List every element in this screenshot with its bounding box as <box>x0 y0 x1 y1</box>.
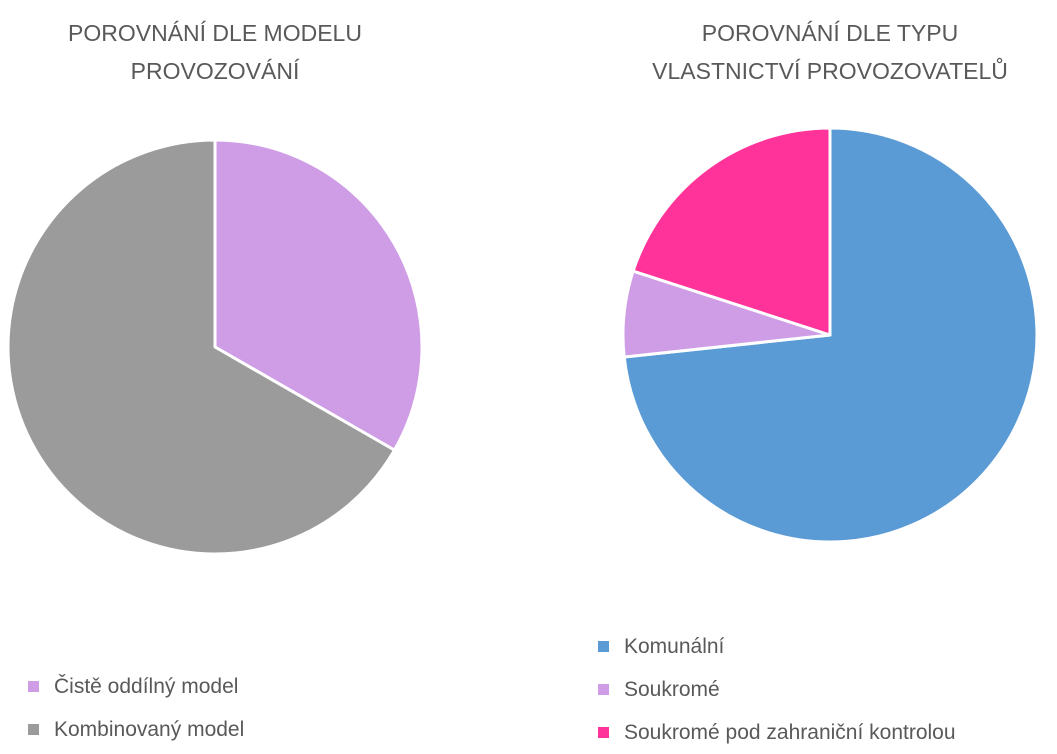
pie-slice <box>631 126 832 337</box>
legend-label: Soukromé pod zahraniční kontrolou <box>624 720 956 744</box>
legend-item: Čistě oddílný model <box>28 665 244 708</box>
legend-swatch <box>28 724 39 735</box>
legend-item: Komunální <box>598 625 956 668</box>
legend-swatch <box>598 684 609 695</box>
legend-swatch <box>598 727 609 738</box>
chart-title: POROVNÁNÍ DLE TYPU VLASTNICTVÍ PROVOZOVA… <box>652 20 1008 84</box>
legend-label: Čistě oddílný model <box>54 674 239 698</box>
chart-title: POROVNÁNÍ DLE MODELU PROVOZOVÁNÍ <box>68 20 362 84</box>
legend: Čistě oddílný model Kombinovaný model <box>28 665 244 751</box>
legend-item: Kombinovaný model <box>28 708 244 751</box>
legend-label: Soukromé <box>624 677 720 701</box>
legend-item: Soukromé pod zahraniční kontrolou <box>598 711 956 754</box>
legend-item: Soukromé <box>598 668 956 711</box>
legend: Komunální Soukromé Soukromé pod zahraniční… <box>598 625 956 754</box>
legend-swatch <box>598 641 609 652</box>
pie-slice <box>213 138 424 452</box>
legend-swatch <box>28 681 39 692</box>
legend-label: Kombinovaný model <box>54 717 245 741</box>
legend-label: Komunální <box>624 634 725 658</box>
pie-slice <box>6 138 396 556</box>
